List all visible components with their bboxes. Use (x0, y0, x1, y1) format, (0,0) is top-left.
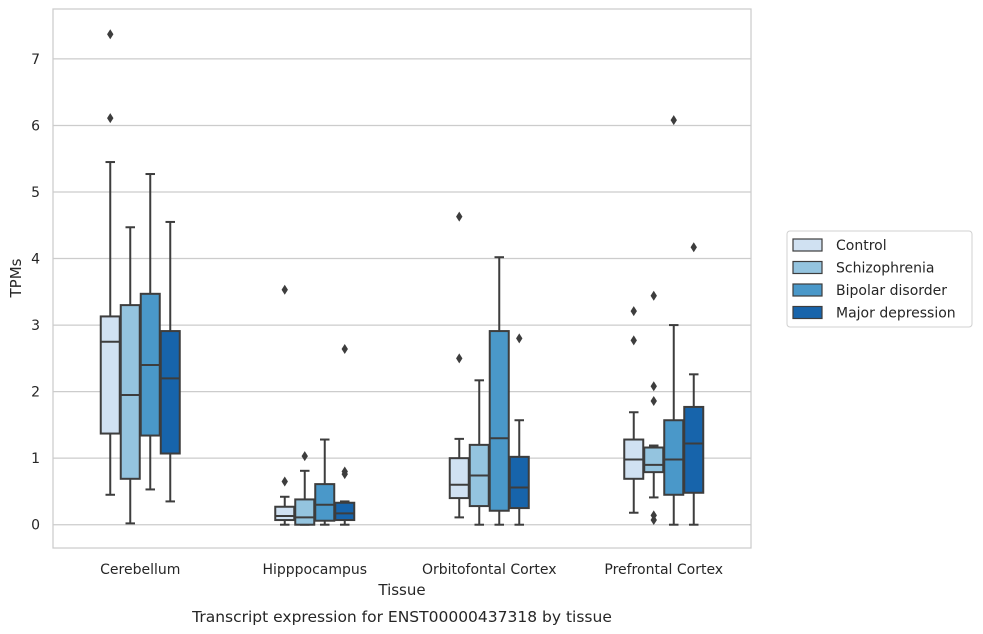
box-3-3 (683, 242, 705, 526)
x-tick-label-1: Hipppocampus (262, 562, 367, 578)
box-3-0 (623, 306, 645, 514)
y-tick-label-7: 7 (31, 52, 40, 68)
y-axis-label: TPMs (7, 258, 25, 298)
box-2-3 (508, 333, 530, 526)
box-3-2 (663, 115, 685, 526)
x-axis-label: Tissue (377, 581, 425, 599)
x-axis-ticks: Cerebellum Hipppocampus Orbitofontal Corte… (100, 562, 723, 578)
box-2-0 (448, 211, 470, 519)
outlier-point-1 (650, 510, 657, 521)
legend-frame (786, 230, 973, 328)
y-tick-label-1: 1 (31, 451, 40, 467)
outlier-point-0 (456, 353, 463, 364)
outlier-point-1 (341, 466, 348, 477)
outlier-point-0 (630, 335, 637, 346)
y-tick-label-5: 5 (31, 185, 40, 201)
box-body (663, 419, 685, 496)
legend-swatch (792, 260, 823, 275)
outlier-point-0 (516, 333, 523, 344)
box-body (334, 501, 356, 522)
box-0-0 (99, 29, 121, 496)
legend-item-0: Control (792, 238, 887, 254)
outlier-point-1 (456, 211, 463, 222)
chart-caption: Transcript expression for ENST0000043731… (191, 608, 612, 626)
outlier-point-4 (650, 290, 657, 301)
box-0-1 (119, 226, 141, 525)
x-tick-label-3: Prefrontal Cortex (604, 562, 723, 578)
box-2-1 (468, 379, 490, 526)
plot-frame (52, 8, 752, 549)
box-1-1 (294, 451, 316, 526)
legend-swatch (792, 305, 823, 320)
outlier-point-0 (670, 115, 677, 126)
y-tick-label-2: 2 (31, 385, 40, 401)
legend-label: Control (836, 238, 887, 254)
box-3-1 (643, 290, 665, 526)
outlier-point-0 (690, 242, 697, 253)
box-body (119, 304, 141, 480)
box-body (314, 483, 336, 522)
box-0-3 (159, 220, 181, 503)
legend-label: Major depression (836, 306, 956, 322)
legend: Control Schizophrenia Bipolar disorder Majo… (786, 230, 973, 328)
box-body (294, 498, 316, 526)
box-body (683, 405, 705, 494)
legend-item-1: Schizophrenia (792, 260, 934, 277)
y-tick-label-6: 6 (31, 118, 40, 134)
box-body (274, 505, 296, 522)
box-body (643, 446, 665, 474)
outlier-point-0 (281, 476, 288, 487)
box-0-2 (139, 173, 161, 491)
box-2-2 (488, 256, 510, 526)
y-tick-label-4: 4 (31, 252, 40, 268)
outlier-point-1 (630, 306, 637, 317)
box-1-0 (274, 284, 296, 526)
legend-label: Bipolar disorder (836, 283, 947, 299)
box-1-3 (334, 344, 356, 526)
box-body (508, 455, 530, 510)
outlier-point-2 (341, 344, 348, 355)
legend-item-3: Major depression (792, 305, 956, 322)
x-tick-label-2: Orbitofontal Cortex (422, 562, 557, 578)
box-body (159, 330, 181, 455)
boxes-layer (99, 29, 705, 526)
y-axis-ticks: 0 1 2 3 4 5 6 7 (31, 52, 40, 534)
outlier-point-1 (107, 29, 114, 40)
y-tick-label-0: 0 (31, 518, 40, 534)
box-body (448, 457, 470, 500)
x-tick-label-0: Cerebellum (100, 562, 180, 578)
legend-label: Schizophrenia (836, 261, 934, 277)
outlier-point-1 (281, 284, 288, 295)
legend-swatch (792, 238, 823, 252)
outlier-point-3 (650, 381, 657, 392)
box-1-2 (314, 438, 336, 526)
box-body (488, 330, 510, 512)
legend-swatch (792, 283, 823, 297)
outlier-point-2 (650, 395, 657, 406)
legend-item-2: Bipolar disorder (792, 283, 947, 299)
y-tick-label-3: 3 (31, 318, 40, 334)
outlier-point-0 (107, 113, 114, 124)
box-body (99, 315, 121, 435)
outlier-point-0 (301, 451, 308, 462)
